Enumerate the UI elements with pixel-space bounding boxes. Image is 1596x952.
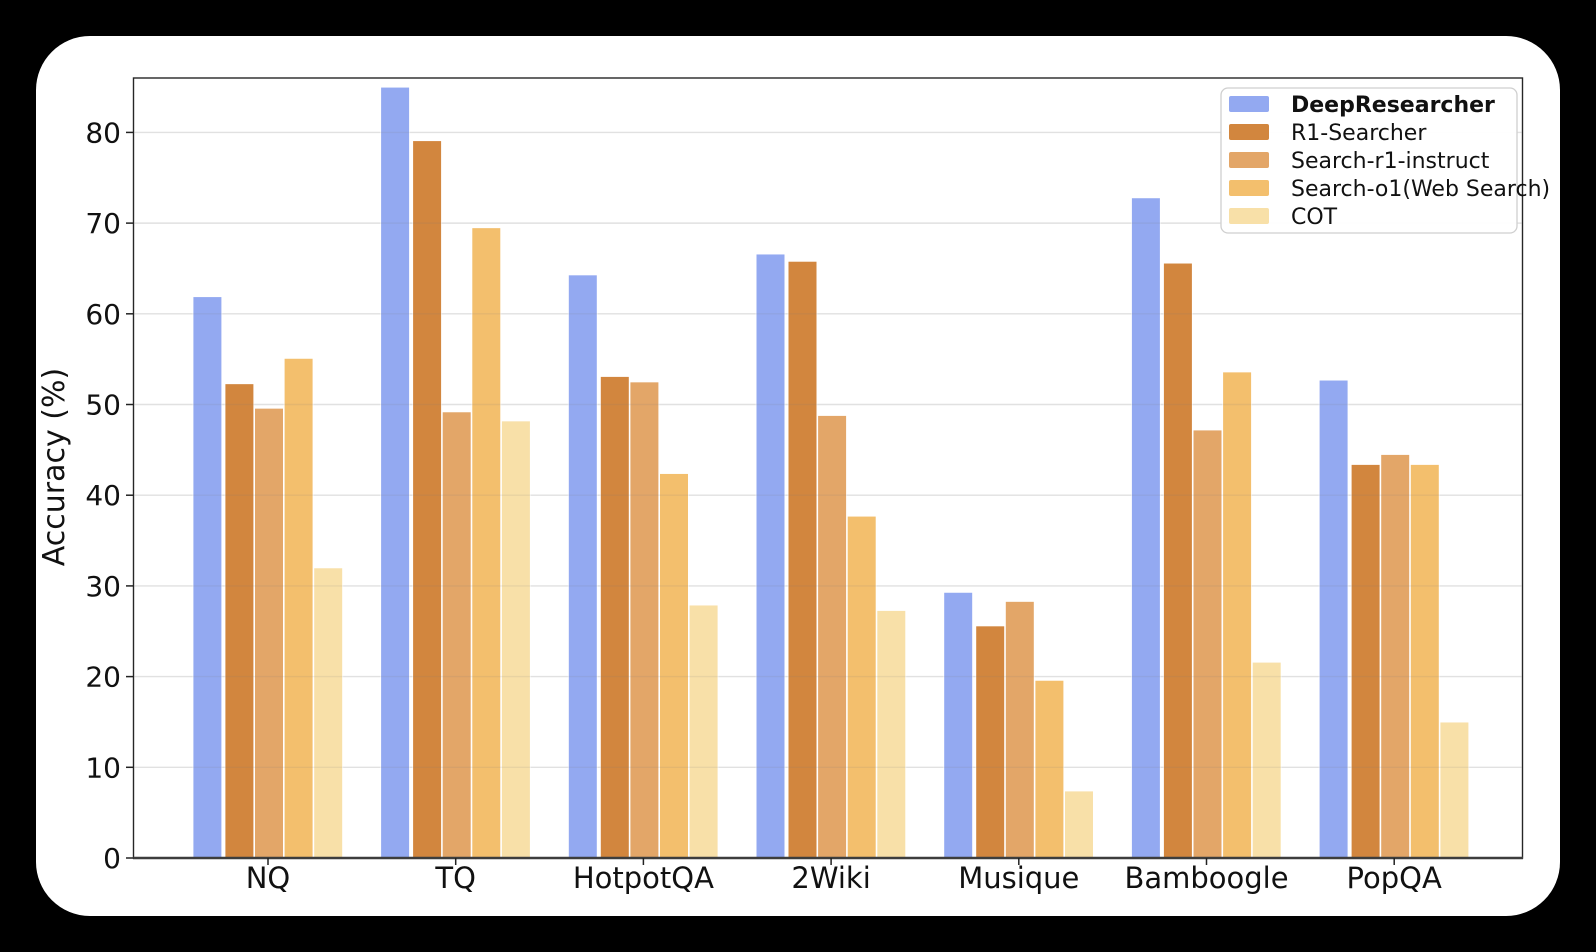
bar-DeepResearcher-Musique bbox=[943, 591, 974, 859]
bar-DeepResearcher-PopQA bbox=[1318, 379, 1349, 859]
bar-Search-r1-instruct-Bamboogle bbox=[1192, 429, 1223, 859]
legend-swatch bbox=[1229, 152, 1269, 168]
bar-COT-2Wiki bbox=[876, 609, 907, 859]
legend-item-DeepResearcher: DeepResearcher bbox=[1229, 93, 1495, 118]
bar-Search-r1-instruct-Musique bbox=[1004, 600, 1035, 859]
legend-swatch bbox=[1229, 124, 1269, 140]
bar-DeepResearcher-2Wiki bbox=[755, 253, 786, 859]
bar-R1-Searcher-TQ bbox=[412, 140, 443, 859]
x-tick-label: Musique bbox=[958, 861, 1079, 895]
bar-COT-TQ bbox=[500, 420, 531, 859]
bar-Search-o1(Web Search)-NQ bbox=[283, 357, 314, 859]
y-tick-label: 10 bbox=[85, 751, 121, 784]
legend-item-Search-r1-instruct: Search-r1-instruct bbox=[1229, 149, 1490, 174]
legend-item-R1-Searcher: R1-Searcher bbox=[1229, 121, 1427, 146]
x-tick-label: Bamboogle bbox=[1124, 861, 1288, 895]
legend-label: COT bbox=[1291, 205, 1338, 230]
bar-COT-PopQA bbox=[1439, 721, 1470, 859]
y-tick-label: 40 bbox=[85, 479, 121, 512]
y-axis-title: Accuracy (%) bbox=[37, 368, 72, 566]
bar-COT-NQ bbox=[313, 567, 344, 859]
x-tick-label: PopQA bbox=[1347, 861, 1442, 895]
y-tick-label: 0 bbox=[103, 842, 121, 875]
x-tick-label: TQ bbox=[434, 861, 476, 895]
bar-DeepResearcher-TQ bbox=[380, 86, 411, 859]
y-tick-label: 50 bbox=[85, 389, 121, 422]
bar-Search-r1-instruct-2Wiki bbox=[817, 414, 848, 859]
legend-swatch bbox=[1229, 96, 1269, 112]
bar-Search-r1-instruct-TQ bbox=[441, 411, 472, 859]
legend-label: R1-Searcher bbox=[1291, 121, 1427, 146]
bar-COT-HotpotQA bbox=[688, 604, 719, 859]
legend-label: Search-r1-instruct bbox=[1291, 149, 1490, 174]
bar-Search-r1-instruct-PopQA bbox=[1380, 453, 1411, 859]
legend-box bbox=[1220, 87, 1518, 234]
bar-Search-o1(Web Search)-HotpotQA bbox=[659, 472, 689, 859]
y-axis-ticks: 0 10 20 30 40 50 60 70 80 bbox=[85, 116, 134, 875]
bar-R1-Searcher-Bamboogle bbox=[1162, 262, 1193, 859]
legend-item-Search-o1(Web Search): Search-o1(Web Search) bbox=[1229, 177, 1550, 202]
bar-Search-o1(Web Search)-2Wiki bbox=[846, 515, 877, 859]
legend-swatch bbox=[1229, 180, 1269, 196]
bar-R1-Searcher-PopQA bbox=[1350, 463, 1381, 859]
bar-R1-Searcher-Musique bbox=[975, 625, 1006, 859]
bar-Search-r1-instruct-HotpotQA bbox=[629, 381, 660, 859]
bar-COT-Bamboogle bbox=[1251, 661, 1282, 859]
y-tick-label: 30 bbox=[85, 570, 121, 603]
bar-Search-o1(Web Search)-PopQA bbox=[1409, 463, 1440, 859]
x-tick-label: HotpotQA bbox=[573, 861, 714, 895]
bar-R1-Searcher-2Wiki bbox=[787, 260, 818, 859]
bar-DeepResearcher-HotpotQA bbox=[567, 274, 598, 859]
x-tick-label: NQ bbox=[246, 861, 291, 895]
bar-Search-r1-instruct-NQ bbox=[254, 407, 284, 859]
y-tick-label: 60 bbox=[85, 298, 121, 331]
y-tick-label: 20 bbox=[85, 661, 121, 694]
legend-label: Search-o1(Web Search) bbox=[1291, 177, 1550, 202]
bar-Search-o1(Web Search)-Musique bbox=[1034, 679, 1065, 859]
x-tick-label: 2Wiki bbox=[791, 861, 870, 895]
bar-DeepResearcher-NQ bbox=[192, 296, 223, 859]
bar-DeepResearcher-Bamboogle bbox=[1130, 197, 1161, 859]
y-tick-label: 70 bbox=[85, 207, 121, 240]
legend-label: DeepResearcher bbox=[1291, 93, 1495, 118]
x-axis-ticks: NQ TQ HotpotQA 2Wiki Musique Bamboogle PopQA bbox=[246, 858, 1442, 895]
gridline-overlay bbox=[134, 131, 1522, 769]
bar-COT-Musique bbox=[1064, 790, 1094, 859]
bars bbox=[192, 86, 1470, 859]
bar-Search-o1(Web Search)-Bamboogle bbox=[1222, 371, 1253, 859]
legend-swatch bbox=[1229, 208, 1269, 224]
bar-R1-Searcher-HotpotQA bbox=[599, 375, 630, 859]
bar-Search-o1(Web Search)-TQ bbox=[471, 227, 502, 859]
legend-item-COT: COT bbox=[1229, 205, 1338, 230]
legend: DeepResearcher R1-Searcher Search-r1-instr… bbox=[1220, 87, 1550, 234]
y-tick-label: 80 bbox=[85, 116, 121, 149]
bar-R1-Searcher-NQ bbox=[224, 383, 255, 859]
